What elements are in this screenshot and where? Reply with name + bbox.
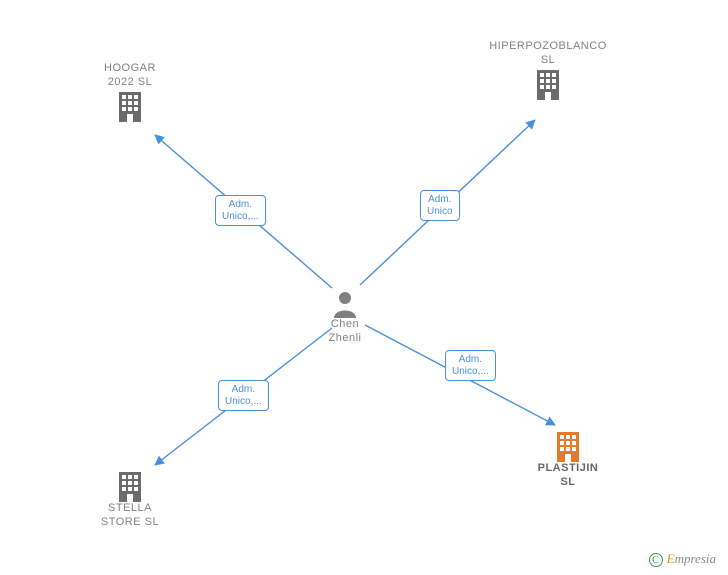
node-label: HIPERPOZOBLANCO SL	[478, 40, 618, 68]
node-hiper[interactable]: HIPERPOZOBLANCO SL	[478, 40, 618, 100]
edge-label[interactable]: Adm. Unico	[420, 190, 460, 221]
building-icon	[115, 90, 145, 122]
center-node-label: Chen Zhenli	[315, 318, 375, 346]
person-icon	[332, 290, 358, 318]
node-stella[interactable]: STELLA STORE SL	[60, 470, 200, 530]
building-icon	[533, 68, 563, 100]
node-label: PLASTIJIN SL	[498, 462, 638, 490]
edge-label[interactable]: Adm. Unico,...	[215, 195, 266, 226]
node-label: STELLA STORE SL	[60, 502, 200, 530]
building-icon	[115, 470, 145, 502]
copyright-icon: C	[649, 553, 663, 567]
edge-label[interactable]: Adm. Unico,...	[445, 350, 496, 381]
node-plastijin[interactable]: PLASTIJIN SL	[498, 430, 638, 490]
diagram-canvas: Chen Zhenli HOOGAR 2022 SL HIPERPOZOBLAN…	[0, 0, 728, 575]
center-node-person[interactable]: Chen Zhenli	[315, 290, 375, 346]
node-label: HOOGAR 2022 SL	[60, 62, 200, 90]
edge-label[interactable]: Adm. Unico,...	[218, 380, 269, 411]
building-icon	[553, 430, 583, 462]
watermark: CEmpresia	[649, 551, 716, 567]
node-hoogar[interactable]: HOOGAR 2022 SL	[60, 62, 200, 122]
